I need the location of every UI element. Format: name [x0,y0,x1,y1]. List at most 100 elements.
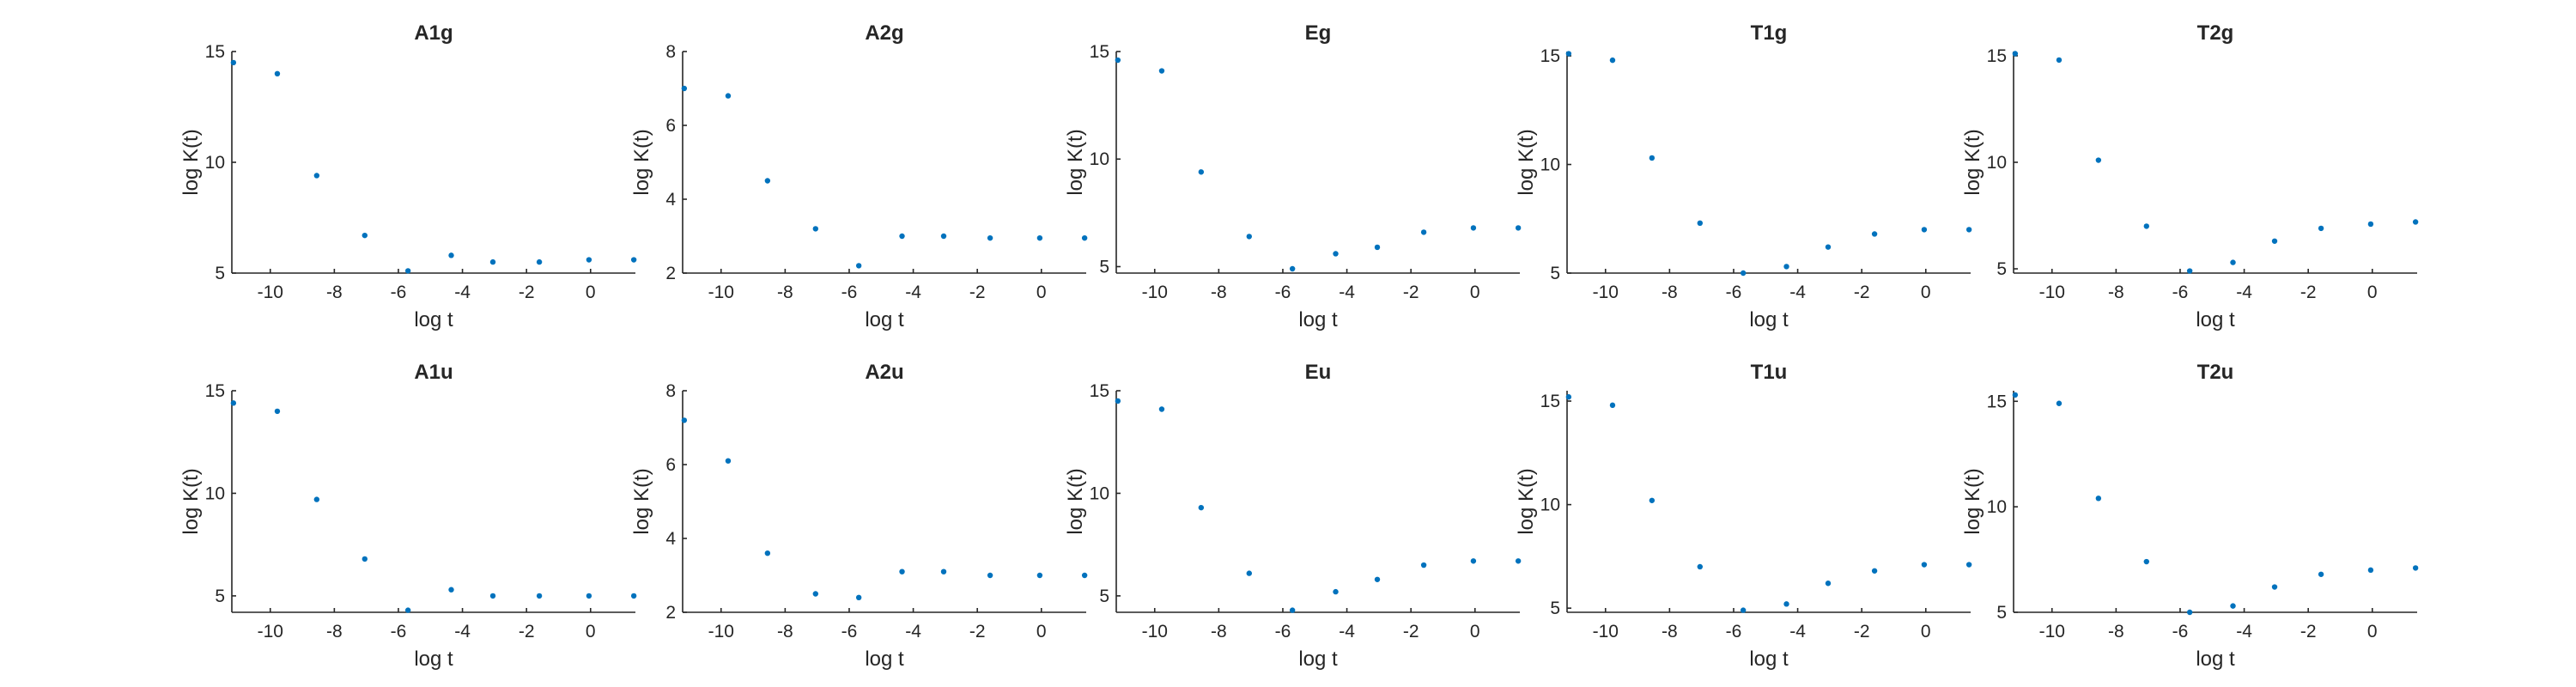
data-point [274,408,281,415]
data-point [404,268,411,274]
x-axis-label: log t [414,647,453,671]
x-tick-label: 0 [586,622,596,641]
data-point [2412,219,2419,225]
y-tick-label: 2 [665,264,676,283]
panel-title: A2u [865,361,903,384]
panel-title: Eu [1305,361,1332,384]
data-point [1697,220,1704,227]
panel-title: A1u [414,361,453,384]
x-tick-label: -6 [2172,283,2189,302]
y-tick-label: 15 [1540,46,1560,66]
data-point [2367,567,2374,574]
x-tick-label: -2 [969,622,986,641]
x-tick-label: -6 [391,283,407,302]
data-point [1825,244,1832,250]
y-tick-label: 4 [665,190,676,210]
data-point [1158,68,1165,74]
data-point [1333,251,1339,257]
y-tick-label: 5 [1099,587,1109,606]
y-tick-label: 15 [205,381,225,401]
data-point [855,263,862,269]
data-point [1115,57,1121,64]
y-axis-label: log K(t) [630,129,653,195]
data-point [1871,568,1878,574]
x-tick-label: -8 [2108,622,2124,641]
x-tick-label: -4 [905,283,921,302]
x-tick-label: -6 [1275,622,1291,641]
data-point [361,232,368,239]
panel-t2g: -10 -8 -6 -4 -2 0 5 10 15 T2g log t log K(t) [1961,21,2419,331]
data-point [1515,558,1522,564]
panel-t2u: -10 -8 -6 -4 -2 0 5 10 15 T2u log t log K(t) [1961,361,2419,671]
data-point [630,593,637,599]
x-tick-label: -4 [454,622,471,641]
data-point [2056,400,2063,406]
data-point [1921,227,1928,233]
data-point [681,417,688,423]
data-point [1871,231,1878,237]
x-tick-label: -6 [391,622,407,641]
data-point [1965,562,1972,568]
data-point [1609,402,1616,409]
panel-a2u: -10 -8 -6 -4 -2 0 2 4 6 8 A2u log t log K(t) [630,361,1088,671]
data-point [1783,264,1789,270]
y-tick-label: 5 [1550,264,1560,283]
data-point [1374,244,1381,251]
data-point [313,496,320,502]
data-point [2095,157,2102,163]
x-axis-label: log t [1749,647,1789,671]
data-point [1470,225,1477,231]
data-point [1333,588,1339,595]
x-tick-label: -8 [326,622,343,641]
x-tick-label: -6 [2172,622,2189,641]
y-tick-label: 10 [1090,149,1109,169]
data-point [1081,572,1088,579]
data-point [230,400,237,406]
x-tick-label: -2 [519,283,535,302]
data-point [489,593,496,599]
x-tick-label: -10 [258,622,283,641]
data-point [313,173,320,179]
x-tick-label: -2 [2300,622,2317,641]
y-tick-label: 10 [205,483,225,503]
data-point [1246,234,1253,240]
data-point [2412,565,2419,571]
x-tick-label: 0 [2367,622,2378,641]
y-axis-label: log K(t) [179,129,203,195]
y-tick-label: 2 [665,603,676,623]
x-tick-label: -8 [777,622,793,641]
x-tick-label: -8 [326,283,343,302]
x-tick-label: -4 [454,283,471,302]
panel-eg: -10 -8 -6 -4 -2 0 5 10 15 Eg log t log K(t) [1064,21,1522,331]
panel-t1g: -10 -8 -6 -4 -2 0 5 10 15 T1g log t log K(t) [1515,21,1972,331]
x-tick-label: -10 [2039,622,2065,641]
data-point [2056,57,2063,64]
data-point [1565,394,1572,400]
data-point [1740,270,1747,277]
data-point [586,257,592,263]
x-tick-label: -8 [1662,283,1678,302]
x-axis-label: log t [2196,308,2235,331]
data-point [1420,229,1427,235]
data-point [899,568,905,575]
x-tick-label: -6 [1275,283,1291,302]
y-tick-label: 5 [1099,257,1109,277]
x-tick-label: 0 [1470,622,1480,641]
x-axis-label: log t [1298,647,1338,671]
y-tick-label: 8 [665,381,676,401]
x-tick-label: -6 [1726,622,1742,641]
y-tick-label: 10 [1540,495,1560,515]
data-point [586,593,592,599]
data-point [987,572,993,579]
y-tick-label: 10 [1987,497,2007,517]
x-tick-label: -8 [2108,283,2124,302]
data-point [764,550,771,556]
y-tick-label: 6 [665,116,676,136]
x-axis-label: log t [865,308,904,331]
x-tick-label: -10 [1593,283,1619,302]
data-point [274,70,281,77]
x-tick-label: -10 [1142,622,1168,641]
x-axis-label: log t [1298,308,1338,331]
y-tick-label: 15 [1987,46,2007,66]
x-tick-label: -4 [1339,283,1355,302]
